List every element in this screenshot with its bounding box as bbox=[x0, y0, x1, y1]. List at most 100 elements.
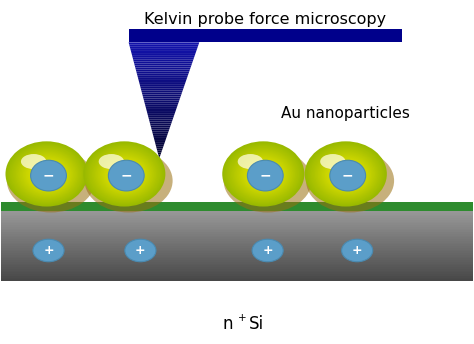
Bar bbox=[1, 249, 473, 251]
Ellipse shape bbox=[231, 148, 297, 200]
Ellipse shape bbox=[328, 160, 366, 190]
Ellipse shape bbox=[316, 150, 376, 198]
Ellipse shape bbox=[336, 166, 358, 184]
Polygon shape bbox=[158, 152, 161, 154]
Ellipse shape bbox=[26, 157, 69, 192]
Ellipse shape bbox=[248, 162, 281, 188]
Ellipse shape bbox=[109, 162, 142, 188]
Ellipse shape bbox=[326, 159, 367, 191]
Text: +: + bbox=[135, 244, 146, 257]
Circle shape bbox=[33, 239, 64, 262]
Ellipse shape bbox=[245, 160, 283, 190]
Bar bbox=[1, 269, 473, 271]
Ellipse shape bbox=[246, 161, 282, 189]
Polygon shape bbox=[145, 102, 179, 104]
Text: −: − bbox=[259, 169, 271, 183]
Bar bbox=[1, 255, 473, 257]
Ellipse shape bbox=[88, 145, 162, 203]
Circle shape bbox=[125, 239, 156, 262]
Ellipse shape bbox=[318, 152, 375, 197]
Ellipse shape bbox=[108, 161, 143, 189]
Ellipse shape bbox=[46, 173, 51, 178]
Ellipse shape bbox=[17, 150, 77, 198]
Ellipse shape bbox=[254, 166, 276, 184]
Bar bbox=[1, 222, 473, 224]
Bar bbox=[1, 237, 473, 239]
Polygon shape bbox=[141, 91, 182, 93]
Ellipse shape bbox=[100, 155, 150, 194]
Ellipse shape bbox=[11, 146, 82, 202]
Bar bbox=[1, 265, 473, 267]
Bar bbox=[1, 228, 473, 230]
Ellipse shape bbox=[102, 156, 148, 193]
Ellipse shape bbox=[7, 142, 86, 205]
Polygon shape bbox=[142, 93, 182, 95]
Ellipse shape bbox=[21, 154, 46, 169]
Polygon shape bbox=[130, 48, 197, 50]
Ellipse shape bbox=[122, 172, 130, 179]
Ellipse shape bbox=[344, 172, 352, 179]
Polygon shape bbox=[151, 126, 171, 127]
Bar bbox=[1, 202, 473, 211]
Polygon shape bbox=[155, 143, 164, 145]
Polygon shape bbox=[153, 133, 168, 135]
Ellipse shape bbox=[95, 150, 155, 198]
Bar bbox=[1, 264, 473, 266]
Polygon shape bbox=[138, 77, 187, 79]
Ellipse shape bbox=[329, 161, 365, 189]
Polygon shape bbox=[133, 60, 193, 62]
Polygon shape bbox=[147, 112, 175, 114]
Ellipse shape bbox=[312, 147, 380, 201]
Ellipse shape bbox=[244, 159, 285, 191]
Polygon shape bbox=[149, 120, 173, 122]
Ellipse shape bbox=[330, 162, 364, 188]
Ellipse shape bbox=[247, 160, 283, 191]
Polygon shape bbox=[134, 64, 192, 66]
Bar bbox=[1, 230, 473, 232]
Polygon shape bbox=[152, 129, 169, 131]
Polygon shape bbox=[146, 106, 177, 108]
Polygon shape bbox=[129, 44, 199, 46]
Bar bbox=[1, 258, 473, 260]
Ellipse shape bbox=[93, 149, 156, 199]
Polygon shape bbox=[134, 62, 192, 64]
Ellipse shape bbox=[258, 170, 272, 181]
Ellipse shape bbox=[92, 148, 157, 200]
Polygon shape bbox=[152, 131, 169, 133]
Bar bbox=[1, 243, 473, 245]
Ellipse shape bbox=[345, 173, 350, 178]
Polygon shape bbox=[128, 42, 199, 44]
Ellipse shape bbox=[28, 160, 67, 190]
Ellipse shape bbox=[36, 165, 60, 185]
Ellipse shape bbox=[323, 156, 370, 193]
Ellipse shape bbox=[44, 172, 53, 179]
Ellipse shape bbox=[306, 149, 394, 213]
Ellipse shape bbox=[252, 165, 277, 185]
Text: +: + bbox=[262, 244, 273, 257]
Bar bbox=[128, 29, 402, 42]
Text: −: − bbox=[120, 169, 132, 183]
Bar bbox=[1, 251, 473, 253]
Ellipse shape bbox=[225, 143, 302, 204]
Bar bbox=[1, 239, 473, 241]
Ellipse shape bbox=[251, 164, 278, 186]
Polygon shape bbox=[143, 96, 181, 98]
Polygon shape bbox=[137, 71, 189, 73]
Polygon shape bbox=[144, 100, 179, 102]
Ellipse shape bbox=[325, 157, 369, 192]
Ellipse shape bbox=[342, 171, 353, 180]
Polygon shape bbox=[131, 52, 196, 54]
Polygon shape bbox=[155, 145, 164, 147]
Bar bbox=[1, 225, 473, 227]
Bar bbox=[1, 267, 473, 269]
Polygon shape bbox=[155, 141, 165, 143]
Ellipse shape bbox=[40, 169, 56, 182]
Ellipse shape bbox=[222, 141, 304, 206]
Ellipse shape bbox=[320, 154, 346, 169]
Ellipse shape bbox=[105, 159, 146, 191]
Ellipse shape bbox=[333, 164, 361, 186]
Ellipse shape bbox=[224, 149, 311, 213]
Bar bbox=[1, 274, 473, 276]
Bar bbox=[1, 218, 473, 220]
Bar bbox=[1, 232, 473, 234]
